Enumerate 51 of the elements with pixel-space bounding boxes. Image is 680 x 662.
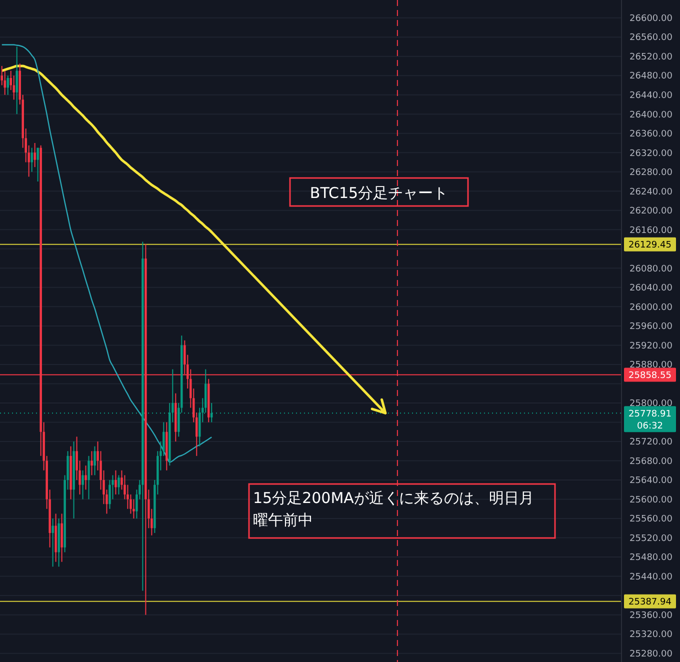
candlestick — [12, 75, 15, 100]
y-tick-label: 25280.00 — [630, 649, 673, 660]
y-tick-label: 26000.00 — [630, 302, 673, 313]
y-tick-label: 25920.00 — [630, 341, 673, 352]
y-tick-label: 25520.00 — [630, 534, 673, 544]
y-tick-label: 26040.00 — [630, 284, 673, 294]
candlestick — [82, 470, 84, 500]
candlestick — [90, 450, 93, 476]
y-tick-label: 26160.00 — [630, 226, 673, 236]
candlestick — [52, 518, 54, 568]
y-tick-label: 26520.00 — [630, 52, 673, 62]
y-tick-label: 26240.00 — [630, 187, 673, 198]
ref-line-label: 25387.94 — [628, 598, 672, 608]
ref-line-label: 25778.91 — [628, 409, 672, 420]
candlestick — [118, 474, 120, 495]
y-tick-label: 25320.00 — [630, 630, 673, 640]
y-tick-label: 26320.00 — [630, 148, 673, 159]
candlestick — [84, 465, 87, 490]
candlestick — [6, 75, 9, 96]
annotation: BTC15分足チャート — [310, 184, 448, 202]
annotation: 15分足200MAが近くに来るのは、明日月曜午前中 — [253, 489, 534, 529]
candlestick — [16, 46, 18, 115]
y-tick-label: 26600.00 — [630, 14, 673, 24]
y-tick-label: 26080.00 — [630, 264, 673, 274]
ref-line-label: 25858.55 — [628, 370, 672, 381]
ref-line-label: 26129.45 — [628, 240, 672, 251]
candlestick — [4, 70, 6, 96]
y-tick-label: 26560.00 — [630, 33, 673, 44]
text: 06:32 — [637, 421, 663, 432]
candlestick — [94, 446, 96, 476]
y-tick-label: 26360.00 — [630, 130, 673, 140]
y-tick-label: 25960.00 — [630, 322, 673, 332]
y-tick-label: 25440.00 — [630, 572, 673, 582]
y-tick-label: 26200.00 — [630, 206, 673, 217]
candlestick — [88, 455, 90, 500]
y-tick-label: 25560.00 — [630, 514, 673, 525]
y-tick-label: 26280.00 — [630, 168, 673, 178]
y-tick-label: 26480.00 — [630, 72, 673, 82]
candlestick — [114, 470, 117, 495]
y-tick-label: 25640.00 — [630, 476, 673, 486]
y-tick-label: 25360.00 — [630, 610, 673, 621]
y-tick-label: 26440.00 — [630, 90, 673, 101]
candlestick — [132, 498, 135, 520]
candlestick — [36, 147, 39, 182]
y-tick-label: 25600.00 — [630, 495, 673, 506]
candlestick — [34, 142, 36, 168]
y-tick-label: 25680.00 — [630, 456, 673, 467]
y-tick-label: 25480.00 — [630, 553, 673, 564]
y-tick-label: 25720.00 — [630, 438, 673, 448]
y-tick-label: 26400.00 — [630, 110, 673, 120]
candlestick — [30, 147, 33, 172]
